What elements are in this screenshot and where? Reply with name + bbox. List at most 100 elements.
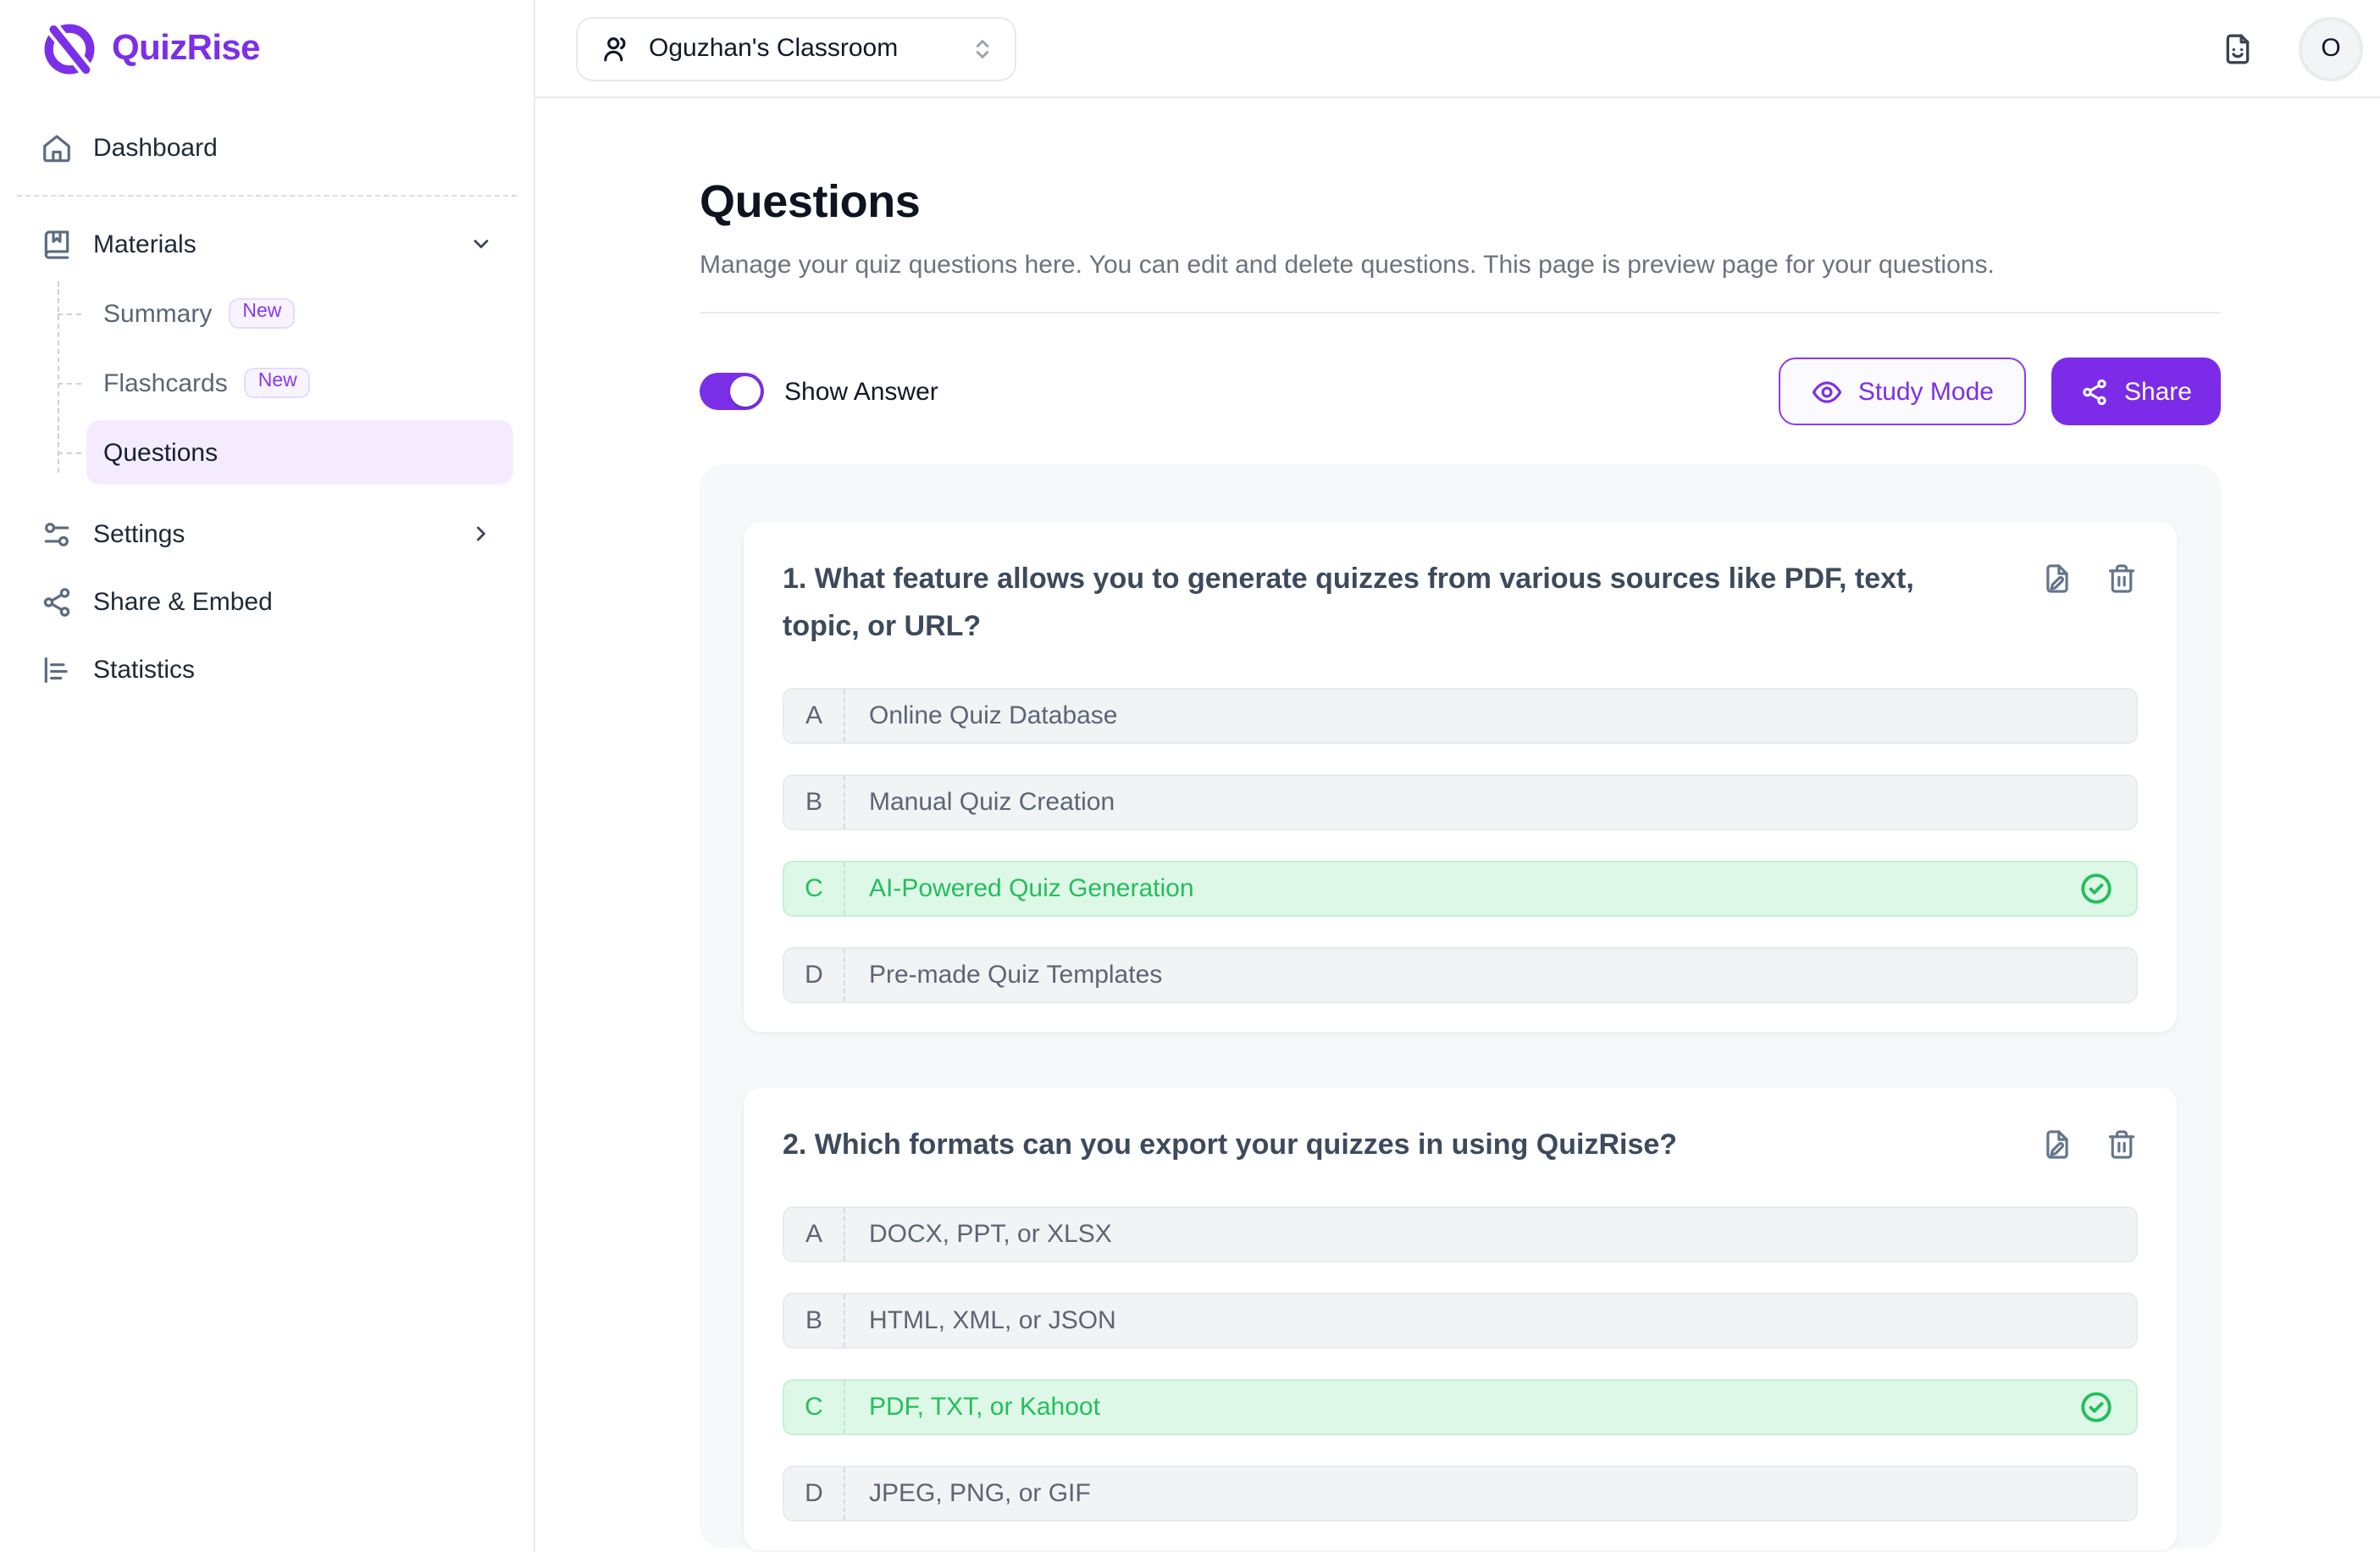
edit-question-button[interactable] bbox=[2041, 1128, 2073, 1161]
page-description: Manage your quiz questions here. You can… bbox=[700, 251, 1995, 280]
option-row-correct[interactable]: C AI-Powered Quiz Generation bbox=[783, 861, 2138, 917]
new-badge: New bbox=[244, 367, 311, 399]
sidebar-item-statistics[interactable]: Statistics bbox=[0, 635, 534, 703]
sub-item-label: Questions bbox=[103, 438, 219, 467]
sub-item-label: Flashcards bbox=[103, 369, 228, 397]
options-list: A DOCX, PPT, or XLSX B HTML, XML, or JSO… bbox=[783, 1206, 2138, 1522]
option-letter: A bbox=[784, 1208, 845, 1261]
sidebar-item-summary[interactable]: Summary New bbox=[58, 281, 513, 346]
option-letter: B bbox=[784, 1294, 845, 1347]
toggle-knob bbox=[730, 376, 761, 407]
option-text: HTML, XML, or JSON bbox=[869, 1306, 1116, 1335]
option-row[interactable]: D Pre-made Quiz Templates bbox=[783, 947, 2138, 1003]
sidebar: QuizRise Dashboard bbox=[0, 0, 535, 1552]
circle-check-icon bbox=[2078, 1381, 2136, 1433]
option-text: JPEG, PNG, or GIF bbox=[869, 1479, 1091, 1508]
classroom-selector[interactable]: Oguzhan's Classroom bbox=[576, 16, 1016, 80]
new-badge: New bbox=[229, 297, 296, 330]
user-avatar[interactable]: O bbox=[2299, 16, 2363, 80]
main-area: Oguzhan's Classroom O bbox=[535, 0, 2380, 1552]
edit-question-button[interactable] bbox=[2041, 563, 2073, 595]
users-icon bbox=[601, 33, 632, 64]
brand-logo[interactable]: QuizRise bbox=[0, 0, 534, 98]
option-row[interactable]: A Online Quiz Database bbox=[783, 688, 2138, 744]
delete-question-button[interactable] bbox=[2106, 563, 2138, 595]
trash-icon bbox=[2108, 564, 2135, 593]
sidebar-item-label: Share & Embed bbox=[93, 587, 273, 616]
materials-subnav: Summary New Flashcards New Questions bbox=[58, 278, 534, 500]
chevron-down-icon bbox=[473, 240, 489, 248]
question-header: 1. What feature allows you to generate q… bbox=[783, 556, 2138, 651]
study-mode-button[interactable]: Study Mode bbox=[1778, 358, 2026, 425]
question-title: 1. What feature allows you to generate q… bbox=[783, 563, 1914, 642]
option-text: PDF, TXT, or Kahoot bbox=[869, 1393, 1100, 1422]
question-actions bbox=[2041, 556, 2138, 595]
page-content: Questions Manage your quiz questions her… bbox=[700, 98, 2221, 1550]
sidebar-item-label: Materials bbox=[93, 230, 196, 258]
question-title: 2. Which formats can you export your qui… bbox=[783, 1128, 1678, 1161]
option-text: AI-Powered Quiz Generation bbox=[869, 874, 1194, 903]
study-mode-label: Study Mode bbox=[1857, 377, 1994, 406]
feedback-button[interactable] bbox=[2221, 31, 2255, 65]
option-letter: B bbox=[784, 776, 845, 829]
circle-check-icon bbox=[2078, 862, 2136, 915]
sidebar-item-label: Statistics bbox=[93, 655, 196, 684]
home-icon bbox=[41, 131, 73, 164]
sidebar-item-label: Settings bbox=[93, 519, 185, 548]
option-text: Online Quiz Database bbox=[869, 701, 1118, 730]
share-nodes-icon bbox=[41, 585, 73, 618]
classroom-name: Oguzhan's Classroom bbox=[649, 34, 899, 63]
option-text: Manual Quiz Creation bbox=[869, 788, 1115, 817]
option-letter: D bbox=[784, 1467, 845, 1520]
question-card: 1. What feature allows you to generate q… bbox=[744, 522, 2177, 1032]
section-divider bbox=[700, 312, 2221, 313]
book-icon bbox=[41, 228, 73, 260]
toolbar: Show Answer Study Mode Share bbox=[700, 358, 2221, 425]
option-text: DOCX, PPT, or XLSX bbox=[869, 1220, 1112, 1249]
option-row[interactable]: A DOCX, PPT, or XLSX bbox=[783, 1206, 2138, 1262]
sidebar-item-settings[interactable]: Settings bbox=[0, 500, 534, 568]
sidebar-item-questions[interactable]: Questions bbox=[58, 420, 513, 485]
file-pen-icon bbox=[2046, 1130, 2068, 1159]
questions-panel: 1. What feature allows you to generate q… bbox=[700, 464, 2221, 1550]
sub-item-label: Summary bbox=[103, 299, 213, 328]
option-letter: A bbox=[784, 690, 845, 742]
brand-name: QuizRise bbox=[112, 29, 261, 68]
sidebar-divider bbox=[17, 195, 517, 197]
eye-icon bbox=[1812, 380, 1841, 402]
sidebar-item-share-embed[interactable]: Share & Embed bbox=[0, 568, 534, 635]
show-answer-toggle[interactable] bbox=[700, 373, 764, 410]
sliders-icon bbox=[41, 518, 73, 550]
question-card: 2. Which formats can you export your qui… bbox=[744, 1088, 2177, 1550]
avatar-initial: O bbox=[2321, 34, 2341, 63]
option-letter: D bbox=[784, 949, 845, 1001]
share-label: Share bbox=[2123, 377, 2192, 406]
sidebar-item-dashboard[interactable]: Dashboard bbox=[0, 114, 534, 181]
page-title: Questions bbox=[700, 176, 921, 227]
sidebar-item-flashcards[interactable]: Flashcards New bbox=[58, 351, 513, 415]
chevron-up-down-icon bbox=[976, 39, 989, 58]
trash-icon bbox=[2108, 1130, 2135, 1159]
sidebar-item-materials[interactable]: Materials bbox=[0, 210, 534, 278]
option-row[interactable]: B Manual Quiz Creation bbox=[783, 774, 2138, 830]
option-row[interactable]: D JPEG, PNG, or GIF bbox=[783, 1466, 2138, 1522]
question-actions bbox=[2041, 1122, 2138, 1161]
options-list: A Online Quiz Database B Manual Quiz Cre… bbox=[783, 688, 2138, 1003]
sidebar-item-label: Dashboard bbox=[93, 133, 218, 162]
topbar-right: O bbox=[2221, 16, 2363, 80]
option-text: Pre-made Quiz Templates bbox=[869, 961, 1163, 989]
share-button[interactable]: Share bbox=[2051, 358, 2221, 425]
quizrise-logo-icon bbox=[44, 22, 95, 77]
option-letter: C bbox=[784, 1381, 845, 1433]
bar-chart-icon bbox=[41, 653, 73, 685]
question-header: 2. Which formats can you export your qui… bbox=[783, 1122, 2138, 1169]
file-pen-icon bbox=[2046, 564, 2068, 593]
option-row-correct[interactable]: C PDF, TXT, or Kahoot bbox=[783, 1379, 2138, 1435]
file-smile-icon bbox=[2226, 33, 2250, 64]
share-nodes-icon bbox=[2083, 378, 2106, 405]
option-row[interactable]: B HTML, XML, or JSON bbox=[783, 1293, 2138, 1349]
chevron-right-icon bbox=[477, 526, 485, 541]
show-answer-label: Show Answer bbox=[784, 377, 938, 406]
delete-question-button[interactable] bbox=[2106, 1128, 2138, 1161]
